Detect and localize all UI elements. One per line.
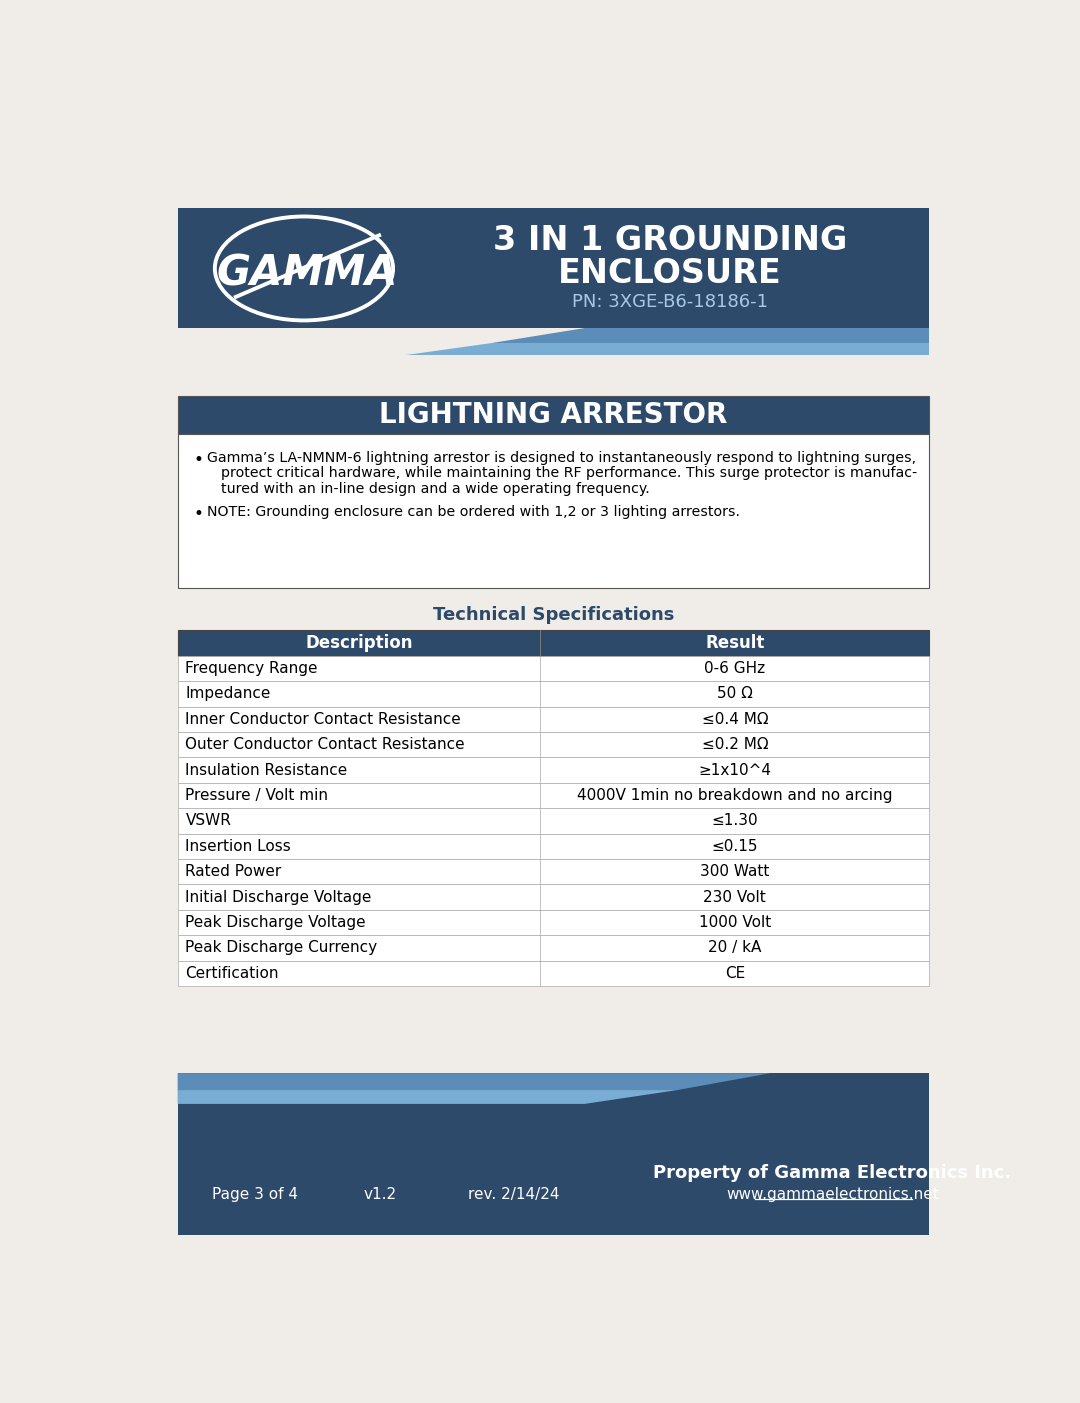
- Text: GAMMA: GAMMA: [216, 253, 397, 295]
- FancyBboxPatch shape: [177, 936, 930, 961]
- Text: rev. 2/14/24: rev. 2/14/24: [469, 1187, 559, 1202]
- Text: 50 Ω: 50 Ω: [717, 686, 753, 702]
- Text: Frequency Range: Frequency Range: [186, 661, 318, 676]
- Text: ≤0.15: ≤0.15: [712, 839, 758, 854]
- Polygon shape: [406, 344, 930, 355]
- FancyBboxPatch shape: [177, 707, 930, 732]
- Text: Certification: Certification: [186, 965, 279, 981]
- Text: ≤1.30: ≤1.30: [712, 814, 758, 828]
- Polygon shape: [491, 328, 930, 344]
- Text: ≥1x10^4: ≥1x10^4: [699, 763, 771, 777]
- Text: 0-6 GHz: 0-6 GHz: [704, 661, 766, 676]
- Text: Outer Conductor Contact Resistance: Outer Conductor Contact Resistance: [186, 737, 465, 752]
- FancyBboxPatch shape: [177, 833, 930, 859]
- Text: protect critical hardware, while maintaining the RF performance. This surge prot: protect critical hardware, while maintai…: [221, 466, 917, 480]
- Text: Initial Discharge Voltage: Initial Discharge Voltage: [186, 890, 372, 905]
- Text: Peak Discharge Voltage: Peak Discharge Voltage: [186, 915, 366, 930]
- Text: •: •: [193, 505, 203, 523]
- Text: 20 / kA: 20 / kA: [708, 940, 761, 955]
- FancyBboxPatch shape: [177, 396, 930, 434]
- FancyBboxPatch shape: [177, 209, 930, 328]
- Text: •: •: [193, 450, 203, 469]
- Text: ≤0.2 MΩ: ≤0.2 MΩ: [702, 737, 768, 752]
- Text: Insulation Resistance: Insulation Resistance: [186, 763, 348, 777]
- Text: 230 Volt: 230 Volt: [703, 890, 766, 905]
- FancyBboxPatch shape: [177, 859, 930, 884]
- FancyBboxPatch shape: [177, 961, 930, 986]
- Text: VSWR: VSWR: [186, 814, 231, 828]
- FancyBboxPatch shape: [177, 682, 930, 707]
- Text: Result: Result: [705, 634, 765, 652]
- FancyBboxPatch shape: [177, 911, 930, 936]
- Text: PN: 3XGE-B6-18186-1: PN: 3XGE-B6-18186-1: [571, 293, 768, 311]
- FancyBboxPatch shape: [177, 758, 930, 783]
- Text: ≤0.4 MΩ: ≤0.4 MΩ: [702, 711, 768, 727]
- Polygon shape: [177, 1073, 770, 1090]
- Text: ENCLOSURE: ENCLOSURE: [558, 257, 782, 290]
- Text: LIGHTNING ARRESTOR: LIGHTNING ARRESTOR: [379, 401, 728, 429]
- Text: CE: CE: [725, 965, 745, 981]
- Text: Impedance: Impedance: [186, 686, 271, 702]
- Text: v1.2: v1.2: [364, 1187, 396, 1202]
- Text: www.gammaelectronics.net: www.gammaelectronics.net: [726, 1187, 939, 1202]
- Text: 300 Watt: 300 Watt: [700, 864, 770, 880]
- Text: Rated Power: Rated Power: [186, 864, 282, 880]
- FancyBboxPatch shape: [177, 783, 930, 808]
- Text: 1000 Volt: 1000 Volt: [699, 915, 771, 930]
- Text: Peak Discharge Currency: Peak Discharge Currency: [186, 940, 378, 955]
- Text: Property of Gamma Electronics Inc.: Property of Gamma Electronics Inc.: [653, 1164, 1012, 1183]
- Text: Technical Specifications: Technical Specifications: [433, 606, 674, 624]
- Text: 4000V 1min no breakdown and no arcing: 4000V 1min no breakdown and no arcing: [577, 788, 892, 803]
- FancyBboxPatch shape: [177, 808, 930, 833]
- Text: tured with an in-line design and a wide operating frequency.: tured with an in-line design and a wide …: [221, 481, 650, 495]
- Text: Gamma’s LA-NMNM-6 lightning arrestor is designed to instantaneously respond to l: Gamma’s LA-NMNM-6 lightning arrestor is …: [207, 450, 916, 464]
- FancyBboxPatch shape: [177, 434, 930, 588]
- FancyBboxPatch shape: [177, 655, 930, 682]
- FancyBboxPatch shape: [177, 732, 930, 758]
- Polygon shape: [177, 1090, 677, 1104]
- FancyBboxPatch shape: [177, 1073, 930, 1235]
- Text: Insertion Loss: Insertion Loss: [186, 839, 292, 854]
- Text: Inner Conductor Contact Resistance: Inner Conductor Contact Resistance: [186, 711, 461, 727]
- Text: Description: Description: [306, 634, 413, 652]
- FancyBboxPatch shape: [177, 630, 930, 655]
- FancyBboxPatch shape: [177, 884, 930, 911]
- Text: NOTE: Grounding enclosure can be ordered with 1,2 or 3 lighting arrestors.: NOTE: Grounding enclosure can be ordered…: [207, 505, 740, 519]
- Text: 3 IN 1 GROUNDING: 3 IN 1 GROUNDING: [492, 224, 847, 257]
- Text: Pressure / Volt min: Pressure / Volt min: [186, 788, 328, 803]
- Text: Page 3 of 4: Page 3 of 4: [213, 1187, 298, 1202]
